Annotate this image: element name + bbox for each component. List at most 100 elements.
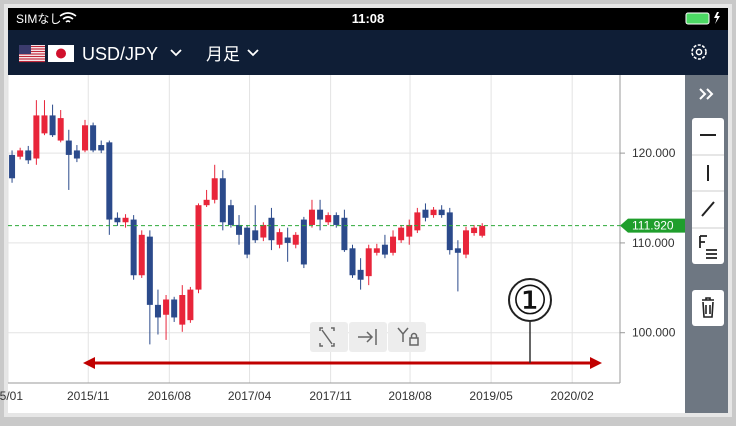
y-tick-label: 100.000 <box>632 326 676 340</box>
candle-body <box>260 224 267 238</box>
x-tick-label: 2016/08 <box>148 389 192 403</box>
candle-body <box>90 125 97 151</box>
candle-body <box>333 215 340 225</box>
candle-body <box>73 150 80 159</box>
carrier: SIMなし <box>16 12 61 26</box>
candle-body <box>406 224 413 237</box>
candle-body <box>284 237 291 243</box>
candle-body <box>25 150 32 161</box>
candle-body <box>130 219 137 276</box>
candle-body <box>236 224 243 235</box>
jpy-flag <box>48 45 74 62</box>
current-price-tag <box>620 218 685 233</box>
delete-button[interactable] <box>692 290 724 326</box>
candle-body <box>138 234 145 276</box>
settings-icon[interactable] <box>691 44 707 60</box>
candle-body <box>219 178 226 223</box>
battery <box>685 12 710 25</box>
candle-body <box>49 115 56 136</box>
candle-body <box>106 142 113 220</box>
candle-body <box>414 212 421 231</box>
candle-body <box>33 115 40 159</box>
candle-body <box>114 217 121 223</box>
candle-body <box>9 154 16 179</box>
candle-body <box>365 248 372 277</box>
candle-body <box>454 248 461 253</box>
y-tick-label: 120.000 <box>632 146 676 160</box>
pair-dropdown[interactable] <box>170 49 182 57</box>
candle-body <box>211 178 218 200</box>
candle-body <box>163 299 170 315</box>
candle-body <box>438 209 445 216</box>
trash-icon <box>702 297 714 318</box>
candle-body <box>82 125 89 151</box>
candle-body <box>227 205 234 225</box>
y-tick-label: 110.000 <box>632 236 675 250</box>
candle-body <box>422 209 429 218</box>
x-tick-label: 2018/08 <box>388 389 432 403</box>
candle-body <box>373 248 380 253</box>
collapse-toolbar[interactable] <box>699 88 714 100</box>
range-annotation <box>83 278 602 369</box>
x-tick-label: 2017/11 <box>309 389 352 403</box>
x-tick-label: 2017/04 <box>228 389 272 403</box>
candle-body <box>98 145 105 151</box>
x-tick-label: 2019/05 <box>469 389 513 403</box>
charging-icon <box>714 12 720 24</box>
candle-body <box>317 209 324 220</box>
wifi-icon <box>59 12 77 23</box>
candle-body <box>349 248 356 276</box>
candle-body <box>179 295 186 325</box>
chart: 15/01 2015/11 2016/08 2017/04 2017/11 2018/08… <box>0 75 685 403</box>
candle-body <box>390 236 397 253</box>
candle-body <box>430 209 437 216</box>
candle-body <box>57 118 64 141</box>
clock: 11:08 <box>352 11 385 26</box>
candle-body <box>381 244 388 255</box>
candle-body <box>41 115 48 134</box>
candle-body <box>203 199 210 206</box>
period-dropdown[interactable] <box>247 49 259 57</box>
latest-button[interactable] <box>358 329 377 345</box>
fit-button[interactable] <box>319 327 335 347</box>
status-bar <box>8 8 728 30</box>
candle-body <box>146 236 153 305</box>
candle-body <box>187 289 194 321</box>
period[interactable]: 月足 <box>206 45 240 64</box>
tool-dividers <box>692 154 724 229</box>
candle-body <box>479 225 486 236</box>
candle-body <box>195 205 202 290</box>
y-lock-button[interactable] <box>397 327 419 346</box>
candle-body <box>471 227 478 234</box>
trend-line-tool[interactable] <box>701 201 715 217</box>
candle-body <box>154 304 161 318</box>
candle-body <box>17 150 24 157</box>
fibonacci-tool[interactable] <box>699 235 717 259</box>
x-tick-label: 15/01 <box>0 389 23 403</box>
candle-body <box>341 217 348 251</box>
annotation-number: ① <box>512 279 548 323</box>
currency-pair[interactable]: USD/JPY <box>82 44 158 64</box>
x-tick-label: 2020/02 <box>550 389 594 403</box>
candle-body <box>244 227 251 255</box>
header <box>8 30 728 75</box>
candle-body <box>325 215 332 223</box>
candle-body <box>292 234 299 245</box>
x-tick-label: 2015/11 <box>67 389 110 403</box>
candle-body <box>171 299 178 318</box>
candle-body <box>357 269 364 280</box>
candle-body <box>446 212 453 251</box>
candle-body <box>122 217 129 223</box>
candle-body <box>276 232 283 245</box>
chart-controls <box>310 322 426 352</box>
usd-flag <box>19 45 45 63</box>
candle-body <box>462 230 469 255</box>
candle-body <box>65 140 72 155</box>
candle-body <box>300 219 307 265</box>
candle-body <box>398 227 405 241</box>
candle-body <box>252 230 259 241</box>
candle-body <box>308 209 315 225</box>
candle-body <box>268 217 275 241</box>
